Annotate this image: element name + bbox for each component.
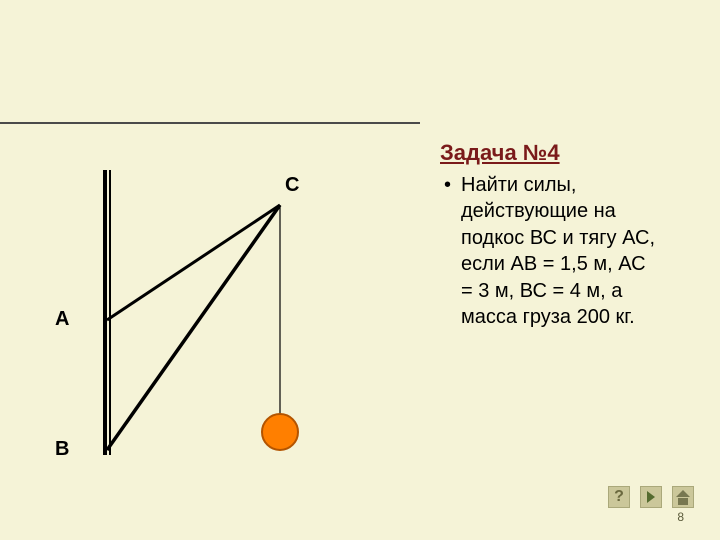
horizontal-rule <box>0 122 420 124</box>
point-label-a: А <box>55 308 69 331</box>
problem-body: Найти силы, действующие на подкос ВС и т… <box>461 172 660 330</box>
text-block: Задача №4 • Найти силы, действующие на п… <box>440 140 660 330</box>
page-number: 8 <box>677 510 684 524</box>
nav-icons: ? <box>608 486 694 508</box>
next-icon[interactable] <box>640 486 662 508</box>
home-icon[interactable] <box>672 486 694 508</box>
point-label-b: В <box>55 438 69 461</box>
help-icon[interactable]: ? <box>608 486 630 508</box>
diagram: А В С <box>80 170 380 470</box>
bullet-marker: • <box>444 172 451 330</box>
problem-title: Задача №4 <box>440 140 660 166</box>
diagram-svg <box>80 170 380 470</box>
point-label-c: С <box>285 174 299 197</box>
